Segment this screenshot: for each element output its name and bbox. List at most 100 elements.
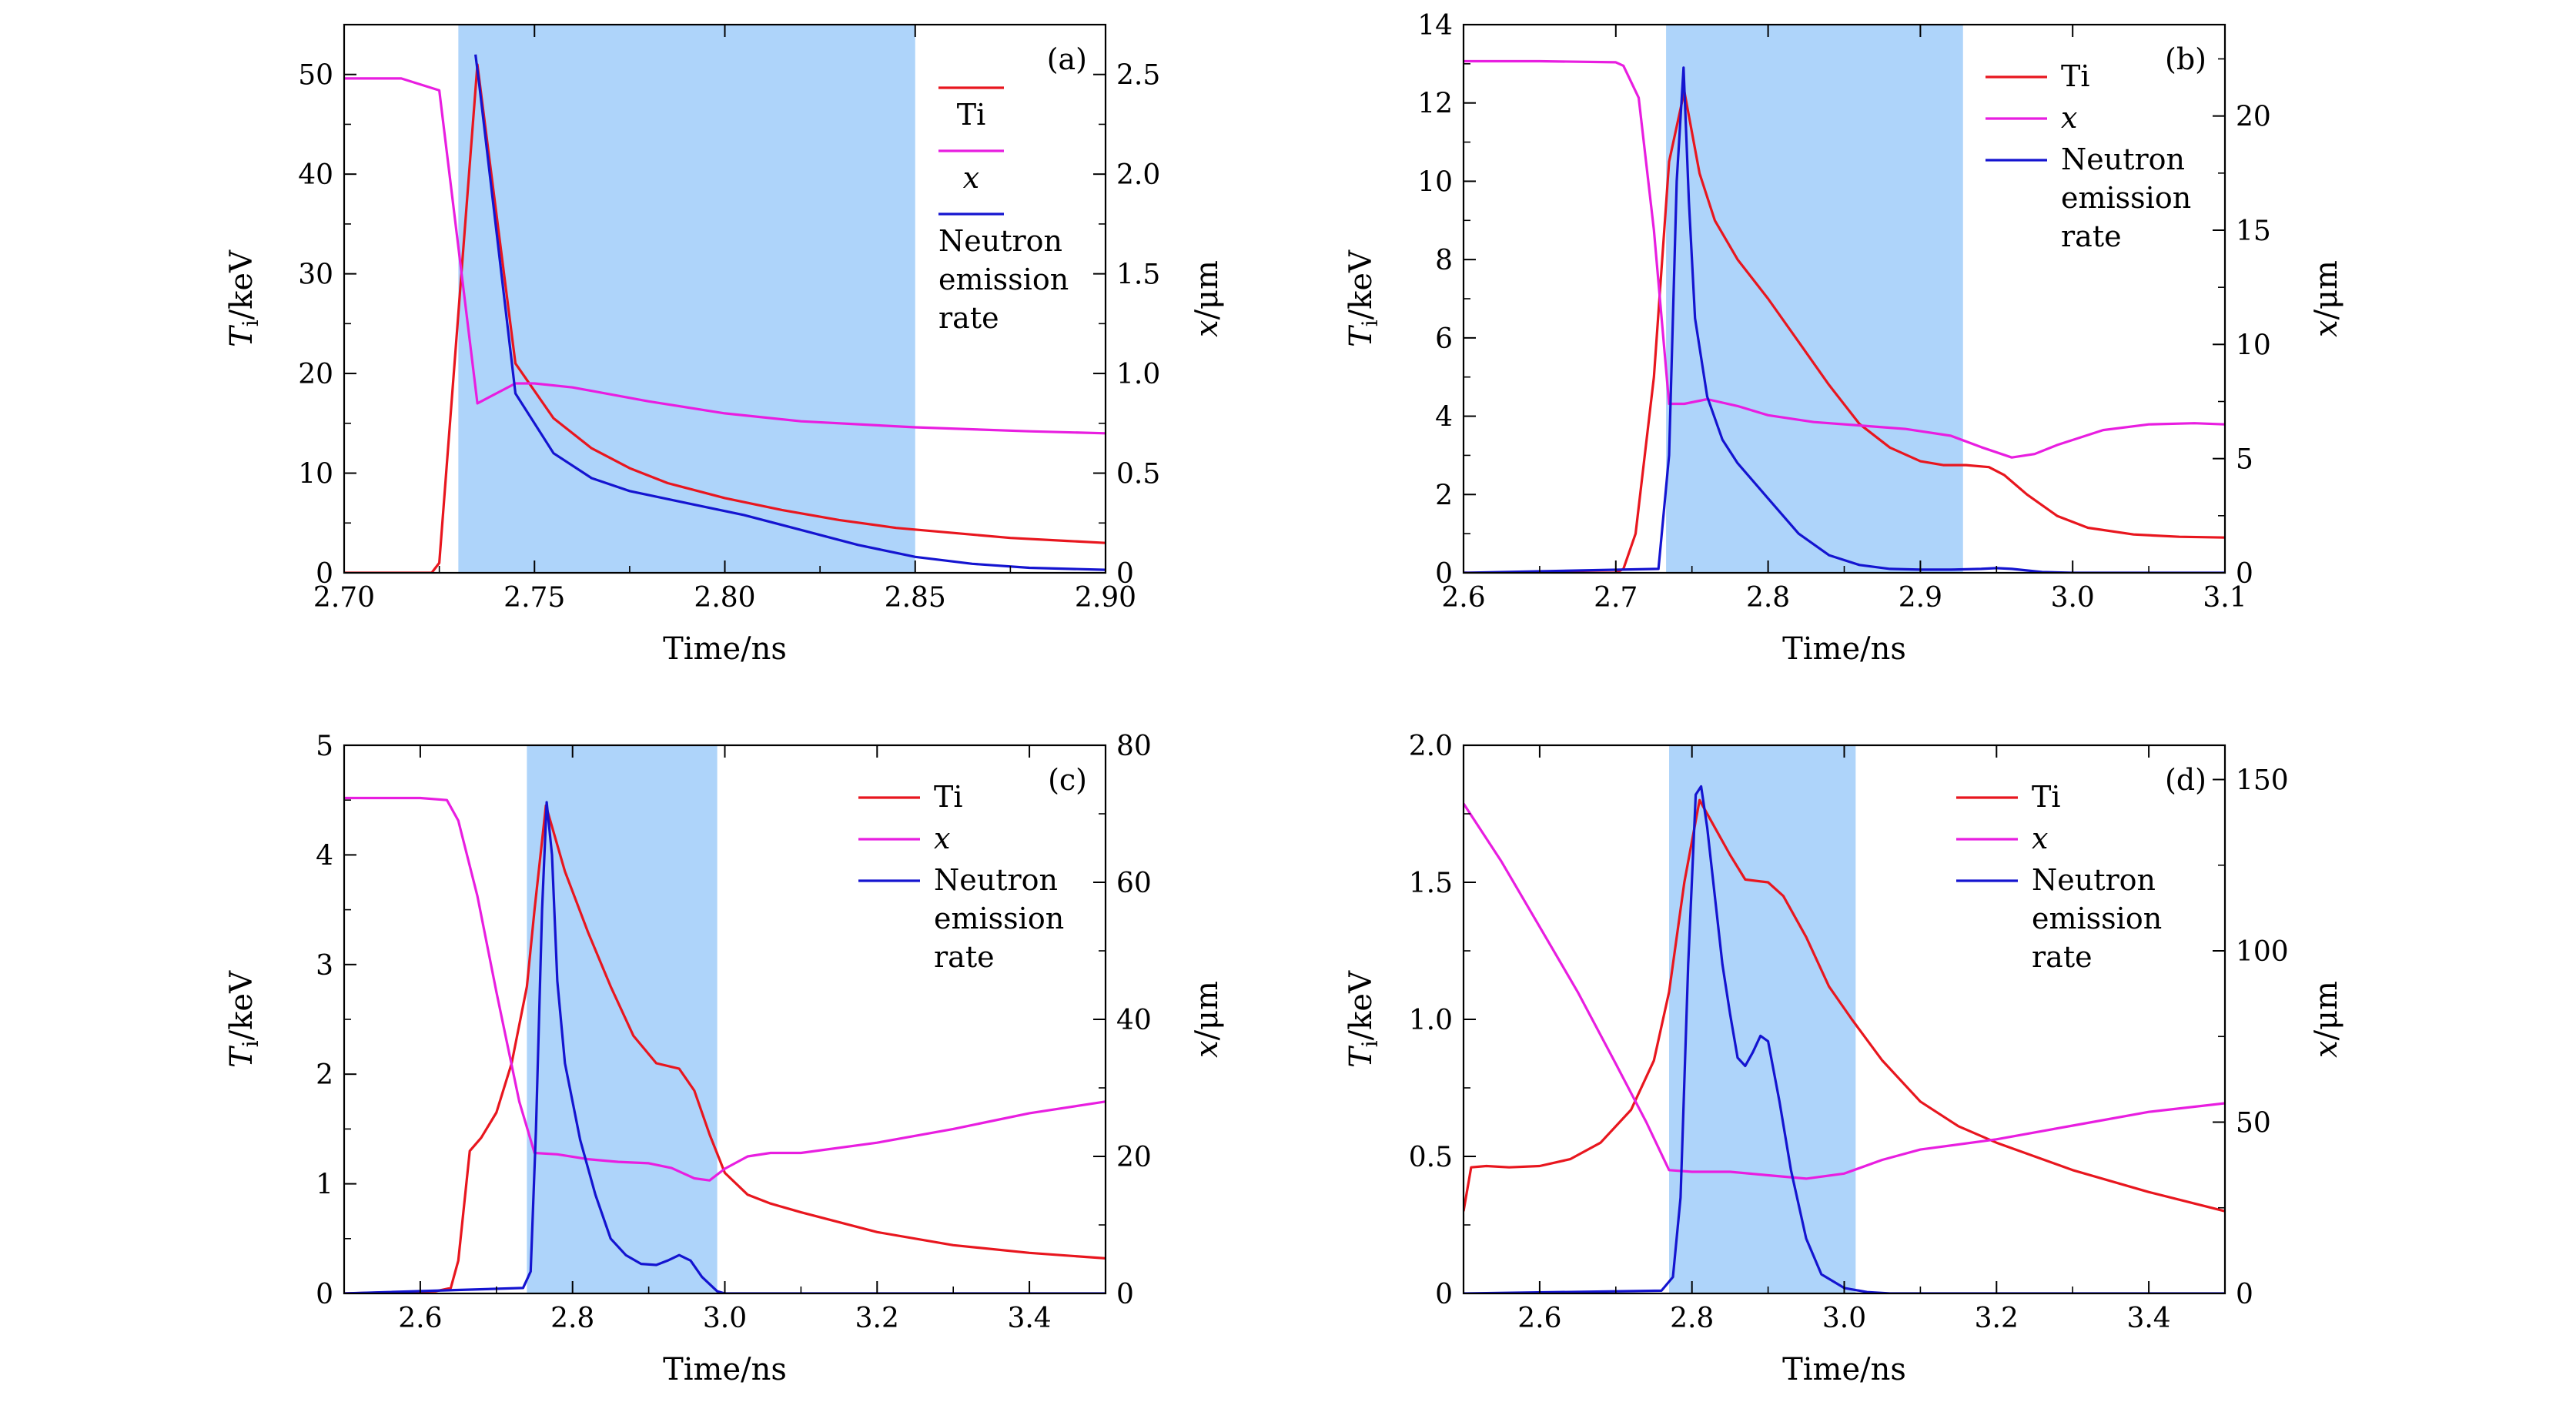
panel-label: (d) (2165, 763, 2206, 797)
y-left-tick-label: 6 (1435, 323, 1453, 355)
x-tick-label: 3.1 (2203, 582, 2246, 614)
y-left-tick-label: 2.0 (1409, 731, 1453, 762)
y-right-axis-title: x/μm (1189, 981, 1225, 1058)
legend-label: emission (938, 263, 1069, 296)
panel-a: 2.70 2.75 2.80 2.85 2.900102030405000.51.01.… (224, 23, 1225, 667)
series-line-x (344, 77, 1106, 435)
y-left-tick-label: 10 (298, 459, 333, 490)
y-left-tick-label: 2 (316, 1059, 333, 1091)
legend-label: emission (2032, 902, 2162, 935)
y-right-axis-title: x/μm (2309, 260, 2344, 337)
y-right-tick-label: 40 (1116, 1005, 1152, 1036)
x-tick-label: 3.4 (2126, 1303, 2170, 1334)
y-left-tick-label: 12 (1417, 89, 1453, 120)
y-left-tick-label: 40 (298, 159, 333, 191)
series-line-ti (344, 63, 1106, 573)
y-right-tick-label: 100 (2236, 936, 2289, 968)
x-tick-label: 2.85 (885, 582, 946, 614)
y-left-axis-title: Ti/keV (1343, 970, 1383, 1068)
y-right-tick-label: 2.0 (1116, 159, 1160, 191)
legend-label: emission (2061, 181, 2191, 215)
legend-label: Ti (2061, 59, 2090, 93)
y-right-tick-label: 5 (2236, 444, 2253, 476)
y-right-tick-label: 20 (2236, 102, 2271, 133)
x-tick-label: 3.2 (1975, 1303, 2019, 1334)
legend-label: rate (934, 940, 995, 974)
x-tick-label: 3.0 (1822, 1303, 1866, 1334)
legend-label: Neutron (938, 224, 1062, 258)
legend-label: Neutron (2061, 142, 2185, 176)
legend-label: rate (2061, 219, 2122, 253)
series-line-x (1464, 59, 2225, 459)
x-axis-title: Time/ns (663, 631, 787, 667)
y-right-tick-label: 0 (1116, 558, 1134, 590)
y-right-tick-label: 20 (1116, 1142, 1152, 1173)
legend-label: x (934, 821, 950, 855)
y-left-tick-label: 8 (1435, 245, 1453, 276)
x-tick-label: 2.6 (1441, 582, 1485, 614)
series-line-neutron-emission-rate (1464, 66, 2225, 573)
y-left-tick-label: 20 (298, 359, 333, 390)
y-left-tick-label: 5 (316, 731, 333, 762)
y-left-tick-label: 1.5 (1409, 868, 1453, 899)
y-right-tick-label: 50 (2236, 1108, 2271, 1139)
x-tick-label: 2.75 (503, 582, 565, 614)
panel-label: (c) (1048, 763, 1087, 797)
y-left-tick-label: 14 (1417, 10, 1453, 42)
y-right-tick-label: 150 (2236, 765, 2289, 797)
y-left-axis-title: Ti/keV (224, 249, 263, 347)
y-right-tick-label: 60 (1116, 868, 1152, 899)
legend-label: x (2061, 101, 2077, 135)
shaded-region (527, 745, 718, 1293)
legend-label: Ti (957, 98, 986, 132)
legend-label: Ti (2032, 780, 2061, 814)
y-left-tick-label: 0 (1435, 558, 1453, 590)
shaded-region (1666, 25, 1963, 573)
x-tick-label: 2.70 (313, 582, 375, 614)
panel-d: 2.6 2.8 3.0 3.2 3.4 0 0.5 1.0 1.5 2.0 0 50 100 150 Tim… (1343, 731, 2344, 1387)
panel-b: 2.6 2.7 2.8 2.9 3.0 3.10246810121405101520Tim… (1343, 10, 2344, 667)
legend-label: Neutron (2032, 863, 2156, 897)
y-left-tick-label: 2 (1435, 480, 1453, 511)
x-tick-label: 3.4 (1007, 1303, 1051, 1334)
legend: Ti x Neutron emission rate (938, 86, 1069, 335)
series-line-neutron-emission-rate (474, 54, 1106, 571)
y-right-tick-label: 1.5 (1116, 259, 1160, 291)
y-right-tick-label: 80 (1116, 731, 1152, 762)
x-tick-label: 2.80 (694, 582, 755, 614)
series-line-ti (344, 804, 1106, 1293)
y-right-tick-label: 0 (1116, 1279, 1134, 1310)
x-axis-title: Time/ns (663, 1352, 787, 1387)
legend-label: Neutron (934, 863, 1058, 897)
legend-label: rate (2032, 940, 2093, 974)
y-left-tick-label: 10 (1417, 166, 1453, 198)
y-right-tick-label: 0.5 (1116, 459, 1160, 490)
x-tick-label: 3.0 (703, 1303, 747, 1334)
y-right-tick-label: 10 (2236, 330, 2271, 361)
y-right-axis-title: x/μm (1189, 260, 1225, 337)
legend: Ti x Neutron emission rate (1956, 780, 2162, 974)
x-tick-label: 3.0 (2051, 582, 2095, 614)
y-right-tick-label: 1.0 (1116, 359, 1160, 390)
y-left-tick-label: 1.0 (1409, 1005, 1453, 1036)
legend: Ti x Neutron emission rate (858, 780, 1064, 974)
shaded-region (1669, 745, 1856, 1293)
y-left-tick-label: 0.5 (1409, 1142, 1453, 1173)
y-left-tick-label: 4 (1435, 402, 1453, 433)
legend-label: emission (934, 902, 1064, 935)
y-left-tick-label: 1 (316, 1169, 333, 1201)
y-right-axis-title: x/μm (2309, 981, 2344, 1058)
y-left-tick-label: 30 (298, 259, 333, 291)
x-tick-label: 2.8 (1670, 1303, 1714, 1334)
x-tick-label: 2.8 (550, 1303, 594, 1334)
y-right-tick-label: 0 (2236, 1279, 2253, 1310)
y-left-axis-title: Ti/keV (1343, 249, 1383, 347)
y-left-axis-title: Ti/keV (224, 970, 263, 1068)
y-left-tick-label: 0 (1435, 1279, 1453, 1310)
series-line-ti (1464, 89, 2225, 573)
x-tick-label: 3.2 (855, 1303, 899, 1334)
x-tick-label: 2.9 (1899, 582, 1942, 614)
series-line-x (344, 796, 1106, 1182)
legend: Ti x Neutron emission rate (1986, 59, 2191, 253)
